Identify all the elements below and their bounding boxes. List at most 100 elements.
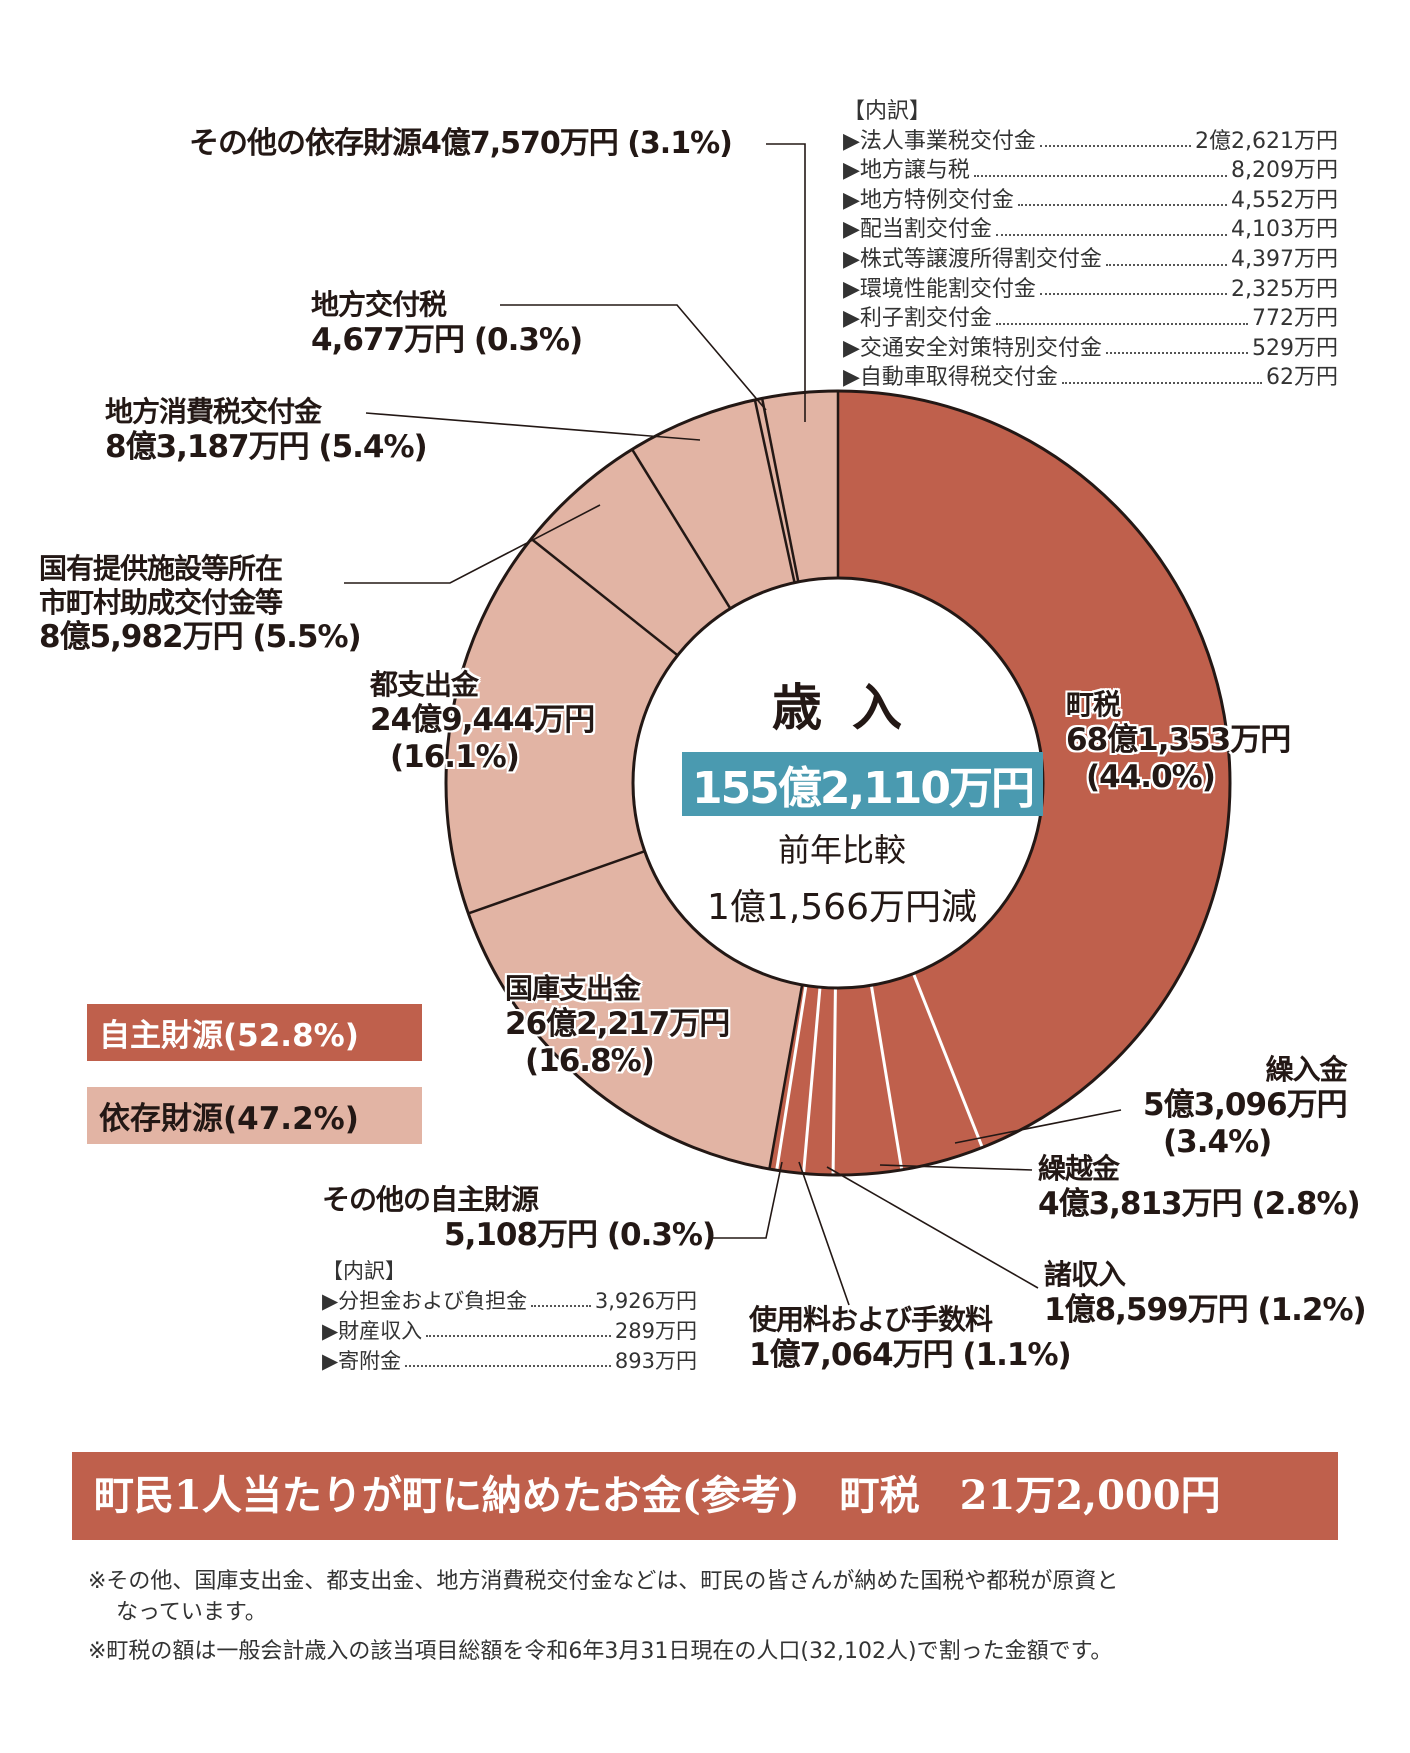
slice-separator bbox=[768, 984, 804, 1170]
footnote-2: ※町税の額は一般会計歳入の該当項目総額を令和6年3月31日現在の人口(32,10… bbox=[88, 1639, 1113, 1664]
breakdown-item: ▶配当割交付金 4,103万円 bbox=[843, 215, 1338, 245]
breakdown-item: ▶株式等譲渡所得割交付金 4,397万円 bbox=[843, 245, 1338, 275]
dot-leader bbox=[1017, 186, 1228, 207]
label-name: 町税 bbox=[1066, 688, 1121, 721]
slice-separator bbox=[802, 987, 822, 1174]
comparison-value: 1億1,566万円減 bbox=[707, 887, 977, 928]
label-toshi: 都支出金 24億9,444万円 (16.1%) bbox=[370, 668, 595, 776]
slice-9 bbox=[632, 399, 795, 609]
chart-title: 歳入 bbox=[772, 679, 932, 737]
slice-separator bbox=[631, 448, 732, 610]
leader-chihoshohi bbox=[365, 412, 701, 441]
slice-separator bbox=[760, 398, 800, 583]
dot-leader bbox=[995, 215, 1228, 236]
label-amount: 26億2,217万円 bbox=[505, 1005, 730, 1042]
dot-leader bbox=[531, 1286, 591, 1307]
label-amount: 24億9,444万円 bbox=[370, 701, 595, 738]
breakdown-heading: 【内訳】 bbox=[843, 99, 932, 124]
label-amount: 5,108万円 (0.3%) bbox=[444, 1216, 716, 1253]
label-name: 国庫支出金 bbox=[505, 972, 641, 1005]
breakdown-item-name: ▶地方譲与税 bbox=[843, 158, 970, 184]
breakdown-item-amount: 4,103万円 bbox=[1231, 217, 1338, 243]
breakdown-item-amount: 4,397万円 bbox=[1231, 246, 1338, 272]
own-source-breakdown: 【内訳】 ▶分担金および負担金 3,926万円 ▶財産収入 289万円 ▶寄附金 893万… bbox=[322, 1256, 697, 1376]
breakdown-item-amount: 4,552万円 bbox=[1231, 187, 1338, 213]
dot-leader bbox=[405, 1346, 611, 1367]
breakdown-item-name: ▶寄附金 bbox=[322, 1349, 402, 1373]
slice-separator bbox=[530, 537, 679, 657]
breakdown-item-name: ▶環境性能割交付金 bbox=[843, 276, 1036, 302]
legend-dependent-source: 依存財源(47.2%) bbox=[87, 1087, 422, 1144]
per-capita-banner: 町民1人当たりが町に納めたお金(参考) 町税 21万2,000円 bbox=[72, 1452, 1338, 1540]
slice-3 bbox=[803, 987, 836, 1175]
label-name-2: 市町村助成交付金等 bbox=[39, 585, 283, 619]
breakdown-item-name: ▶交通安全対策特別交付金 bbox=[843, 335, 1102, 361]
breakdown-item-name: ▶分担金および負担金 bbox=[322, 1289, 528, 1313]
breakdown-item: ▶自動車取得税交付金 62万円 bbox=[843, 363, 1338, 393]
label-amount: 8億5,982万円 (5.5%) bbox=[39, 619, 362, 656]
label-pct: (16.8%) bbox=[525, 1042, 655, 1079]
breakdown-item-name: ▶利子割交付金 bbox=[843, 306, 992, 332]
label-amount: 4,677万円 (0.3%) bbox=[311, 321, 583, 358]
breakdown-item-name: ▶地方特例交付金 bbox=[843, 187, 1014, 213]
label-kokuyu: 国有提供施設等所在 市町村助成交付金等 8億5,982万円 (5.5%) bbox=[39, 552, 362, 656]
breakdown-item-amount: 8,209万円 bbox=[1231, 158, 1338, 184]
breakdown-item: ▶財産収入 289万円 bbox=[322, 1316, 697, 1346]
breakdown-item: ▶地方特例交付金 4,552万円 bbox=[843, 186, 1338, 216]
label-chihokofu: 地方交付税 4,677万円 (0.3%) bbox=[311, 288, 583, 359]
breakdown-item: ▶利子割交付金 772万円 bbox=[843, 304, 1338, 334]
breakdown-item-name: ▶配当割交付金 bbox=[843, 217, 992, 243]
dot-leader bbox=[1039, 275, 1228, 296]
leader-shiyo bbox=[798, 1161, 850, 1306]
dot-leader bbox=[1061, 363, 1262, 384]
label-name: 諸収入 bbox=[1044, 1258, 1126, 1291]
leader-other-dep bbox=[766, 143, 806, 422]
breakdown-item-amount: 62万円 bbox=[1266, 365, 1338, 391]
breakdown-item-amount: 772万円 bbox=[1252, 306, 1338, 332]
slice-separator bbox=[912, 973, 984, 1149]
breakdown-item-name: ▶自動車取得税交付金 bbox=[843, 365, 1058, 391]
breakdown-item-name: ▶財産収入 bbox=[322, 1319, 423, 1343]
label-kokko: 国庫支出金 26億2,217万円 (16.8%) bbox=[505, 972, 730, 1080]
dependent-breakdown: 【内訳】 ▶法人事業税交付金 2億2,621万円 ▶地方譲与税 8,209万円 ▶地方特… bbox=[843, 97, 1338, 393]
dot-leader bbox=[1039, 127, 1192, 148]
label-name: 都支出金 bbox=[370, 668, 479, 701]
label-amount: 4億3,813万円 (2.8%) bbox=[1038, 1185, 1361, 1222]
breakdown-item-name: ▶法人事業税交付金 bbox=[843, 128, 1036, 154]
slice-0 bbox=[838, 391, 1231, 1148]
label-name: 使用料および手数料 bbox=[749, 1303, 993, 1336]
slice-separator bbox=[753, 399, 796, 583]
leader-chihokofu bbox=[500, 304, 767, 411]
breakdown-item-name: ▶株式等譲渡所得割交付金 bbox=[843, 246, 1102, 272]
comparison-label: 前年比較 bbox=[777, 831, 906, 869]
label-kurikoshi: 繰越金 4億3,813万円 (2.8%) bbox=[1038, 1152, 1361, 1223]
footnote-1: ※その他、国庫支出金、都支出金、地方消費税交付金などは、町民の皆さんが納めた国税… bbox=[88, 1569, 1119, 1594]
dot-leader bbox=[1105, 245, 1228, 266]
label-kurire: 繰入金 5億3,096万円 (3.4%) bbox=[1143, 1053, 1348, 1161]
slice-separator bbox=[467, 850, 646, 915]
leader-shoshu bbox=[826, 1166, 1039, 1289]
label-name-1: 国有提供施設等所在 bbox=[39, 552, 283, 585]
label-name: 地方消費税交付金 bbox=[105, 395, 322, 428]
leader-kurire bbox=[954, 1109, 1122, 1144]
breakdown-item-amount: 893万円 bbox=[614, 1349, 697, 1373]
label-amount: 68億1,353万円 bbox=[1066, 721, 1291, 758]
dot-leader bbox=[995, 304, 1248, 325]
label-name: 地方交付税 bbox=[311, 288, 447, 321]
breakdown-heading: 【内訳】 bbox=[322, 1259, 406, 1283]
label-amount: 8億3,187万円 (5.4%) bbox=[105, 428, 428, 465]
dot-leader bbox=[973, 156, 1228, 177]
label-pct: (3.4%) bbox=[1163, 1123, 1272, 1160]
slice-4 bbox=[776, 985, 820, 1174]
label-chihoshohi: 地方消費税交付金 8億3,187万円 (5.4%) bbox=[105, 395, 428, 466]
label-amount: 5億3,096万円 bbox=[1143, 1086, 1348, 1123]
leader-lines bbox=[344, 143, 1122, 1306]
slice-11 bbox=[762, 391, 838, 582]
breakdown-item: ▶環境性能割交付金 2,325万円 bbox=[843, 275, 1338, 305]
label-other-own: その他の自主財源 5,108万円 (0.3%) bbox=[322, 1183, 716, 1254]
label-pct: (16.1%) bbox=[390, 738, 520, 775]
slice-8 bbox=[531, 449, 731, 656]
label-shiyo: 使用料および手数料 1億7,064万円 (1.1%) bbox=[749, 1303, 1072, 1374]
dot-leader bbox=[426, 1316, 611, 1337]
